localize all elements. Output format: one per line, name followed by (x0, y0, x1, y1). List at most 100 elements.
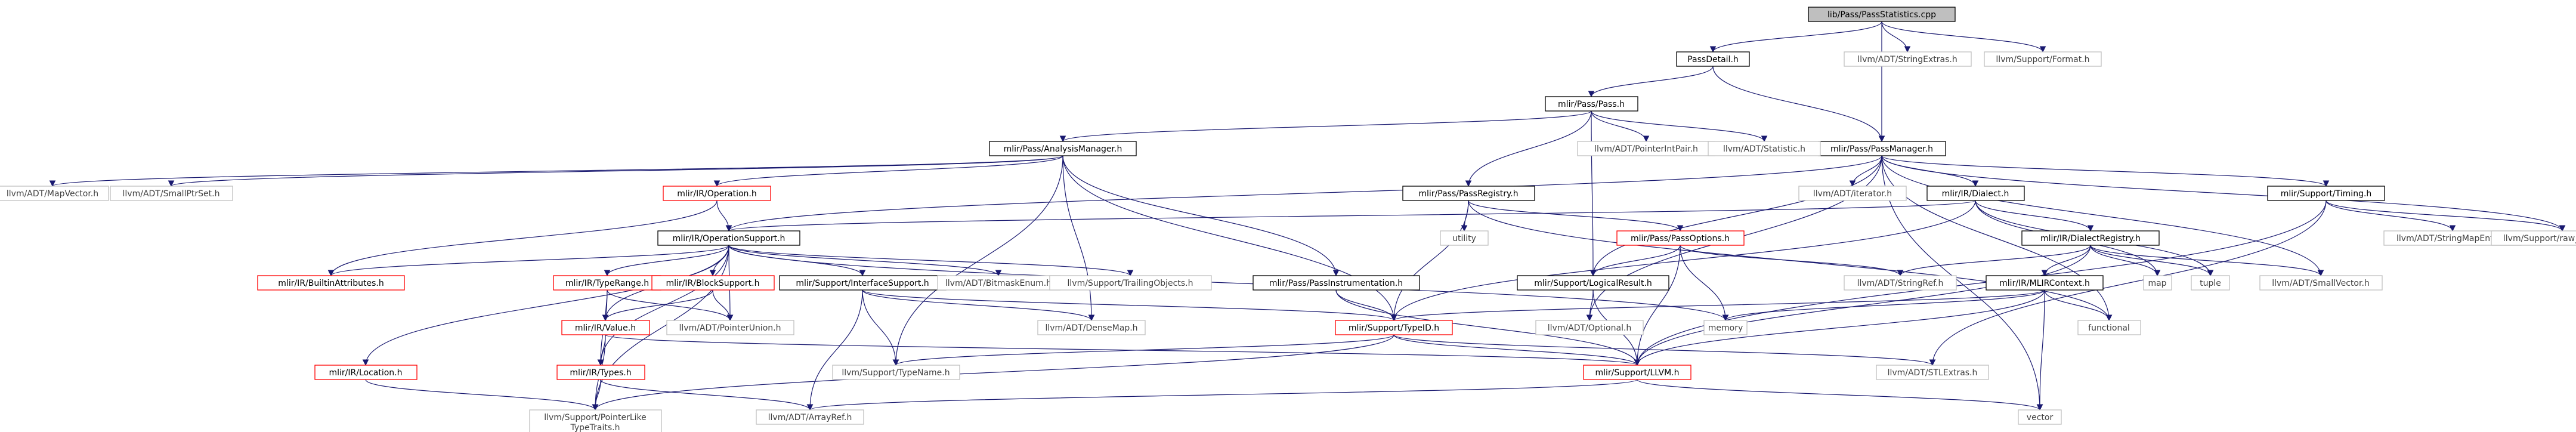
graph-node-stlextras: llvm/ADT/STLExtras.h (1876, 365, 1989, 380)
graph-node-dialectreg[interactable]: mlir/IR/DialectRegistry.h (2021, 230, 2160, 246)
edge-llvmh-to-arrayref (807, 379, 1638, 411)
edge-dialectreg-to-tuple (2090, 245, 2214, 277)
edge-ifacesupport-to-typeid (862, 289, 1397, 322)
edge-typeid-to-stlextras (1393, 334, 1936, 366)
graph-node-dialect[interactable]: mlir/IR/Dialect.h (1926, 186, 2025, 201)
edge-passmgr-to-opsupport (725, 155, 1882, 232)
node-label: llvm/ADT/StringMapEntry.h (2396, 234, 2509, 243)
node-box (1986, 275, 2104, 291)
edge-passinstr-to-llvmh (1335, 289, 1641, 366)
node-box (1844, 275, 1957, 291)
graph-node-ptrunion: llvm/ADT/PointerUnion.h (666, 320, 794, 335)
node-label: llvm/Support/PointerLike (544, 413, 647, 422)
node-label: llvm/ADT/BitmaskEnum.h (945, 279, 1052, 288)
graph-node-passoptions[interactable]: mlir/Pass/PassOptions.h (1616, 230, 1745, 246)
graph-node-passmgr[interactable]: mlir/Pass/PassManager.h (1818, 141, 1946, 156)
graph-node-typerange[interactable]: mlir/IR/TypeRange.h (553, 275, 661, 291)
edge-opsupport-to-memory (728, 245, 1729, 322)
node-label: llvm/ADT/StringExtras.h (1857, 55, 1957, 64)
node-label: mlir/IR/Value.h (575, 323, 636, 333)
node-box (314, 365, 418, 380)
node-box (989, 141, 1137, 156)
graph-node-types[interactable]: mlir/IR/Types.h (556, 365, 645, 380)
edge-timing-to-strmapentry (2325, 200, 2456, 232)
graph-node-rawostream: llvm/Support/raw_ostream.h (2491, 230, 2576, 246)
edge-pass-to-analysismgr (1059, 110, 1592, 143)
node-box (1676, 51, 1750, 67)
node-label: mlir/IR/Types.h (570, 368, 631, 378)
node-box (2143, 275, 2172, 291)
edge-pass-to-logicalresult (1589, 110, 1597, 277)
node-box (1517, 275, 1669, 291)
node-box (1844, 51, 1972, 67)
node-label: llvm/ADT/PointerIntPair.h (1594, 144, 1698, 154)
graph-node-timing[interactable]: mlir/Support/Timing.h (2267, 186, 2385, 201)
edge-passmgr-to-rawostream (1881, 155, 2566, 232)
graph-node-value[interactable]: mlir/IR/Value.h (561, 320, 650, 335)
graph-node-passinstr[interactable]: mlir/Pass/PassInstrumentation.h (1253, 275, 1420, 291)
node-box (756, 409, 864, 425)
edge-passinstr-to-typeid (1335, 289, 1397, 322)
graph-node-typeid[interactable]: mlir/Support/TypeID.h (1335, 320, 1453, 335)
node-box (561, 320, 650, 335)
node-box (1708, 141, 1821, 156)
edge-analysismgr-to-passinstr (1062, 155, 1340, 277)
edge-analysismgr-to-densemap (1062, 155, 1095, 322)
node-box (1616, 230, 1745, 246)
graph-node-statistic: llvm/ADT/Statistic.h (1708, 141, 1821, 156)
edge-opsupport-to-bitmaskenum (728, 245, 1002, 277)
node-box (1440, 230, 1489, 246)
graph-node-passregistry[interactable]: mlir/Pass/PassRegistry.h (1402, 186, 1535, 201)
edge-analysismgr-to-mapvector (50, 155, 1063, 187)
graph-node-root[interactable]: lib/Pass/PassStatistics.cpp (1808, 7, 1956, 22)
edge-passmgr-to-iterator (1849, 155, 1882, 187)
graph-node-blocksupport[interactable]: mlir/IR/BlockSupport.h (651, 275, 775, 291)
graph-node-densemap: llvm/ADT/DenseMap.h (1037, 320, 1146, 335)
graph-node-pass[interactable]: mlir/Pass/Pass.h (1545, 96, 1638, 112)
node-label: mlir/IR/DialectRegistry.h (2040, 234, 2141, 243)
graph-node-opsupport[interactable]: mlir/IR/OperationSupport.h (657, 230, 800, 246)
graph-node-operation[interactable]: mlir/IR/Operation.h (663, 186, 771, 201)
edge-passdetail-to-passmgr (1712, 66, 1885, 143)
edge-dialect-to-typeid (1390, 200, 1976, 322)
graph-node-mlircontext[interactable]: mlir/IR/MLIRContext.h (1986, 275, 2104, 291)
node-label: mlir/Support/LLVM.h (1595, 368, 1680, 378)
graph-node-passdetail[interactable]: PassDetail.h (1676, 51, 1750, 67)
edge-analysismgr-to-typename (892, 155, 1063, 366)
graph-node-location[interactable]: mlir/IR/Location.h (314, 365, 418, 380)
node-label: utility (1452, 234, 1476, 243)
edge-pass-to-passregistry (1465, 110, 1592, 187)
edge-types-to-arrayref (600, 379, 814, 411)
node-box (1535, 320, 1644, 335)
node-label: mlir/IR/MLIRContext.h (1999, 279, 2090, 288)
edge-mlircontext-to-llvmh (1634, 289, 2045, 366)
node-box (1703, 320, 1748, 335)
node-box (779, 275, 947, 291)
edge-mlircontext-to-vector (2036, 289, 2045, 411)
edge-passoptions-to-logicalresult (1589, 245, 1681, 277)
graph-node-ptrintpair: llvm/ADT/PointerIntPair.h (1577, 141, 1715, 156)
edge-passregistry-to-passoptions (1468, 200, 1684, 232)
node-label: llvm/ADT/SmallPtrSet.h (123, 189, 220, 199)
graph-node-ifacesupport[interactable]: mlir/Support/InterfaceSupport.h (779, 275, 947, 291)
node-box (1037, 320, 1146, 335)
graph-node-builtinattr[interactable]: mlir/IR/BuiltinAttributes.h (257, 275, 405, 291)
edge-llvmh-to-vector (1637, 379, 2043, 411)
edge-timing-to-stlextras (1929, 200, 2327, 366)
node-label: mlir/Pass/Pass.h (1558, 100, 1625, 109)
edge-root-to-passdetail (1709, 21, 1882, 53)
node-label: memory (1708, 323, 1743, 333)
node-label: map (2148, 279, 2166, 288)
graph-node-llvmh[interactable]: mlir/Support/LLVM.h (1583, 365, 1691, 380)
edge-types-to-ptrliketraits (592, 379, 601, 411)
edge-passoptions-to-llvmh (1634, 245, 1681, 366)
graph-node-analysismgr[interactable]: mlir/Pass/AnalysisManager.h (989, 141, 1137, 156)
edge-opsupport-to-ptrliketraits (592, 245, 729, 411)
node-box (2267, 186, 2385, 201)
node-box (1049, 275, 1212, 291)
graph-node-map: map (2143, 275, 2172, 291)
node-label: mlir/Support/LogicalResult.h (1534, 279, 1652, 288)
node-label: mlir/Pass/PassManager.h (1830, 144, 1933, 154)
graph-node-logicalresult[interactable]: mlir/Support/LogicalResult.h (1517, 275, 1669, 291)
